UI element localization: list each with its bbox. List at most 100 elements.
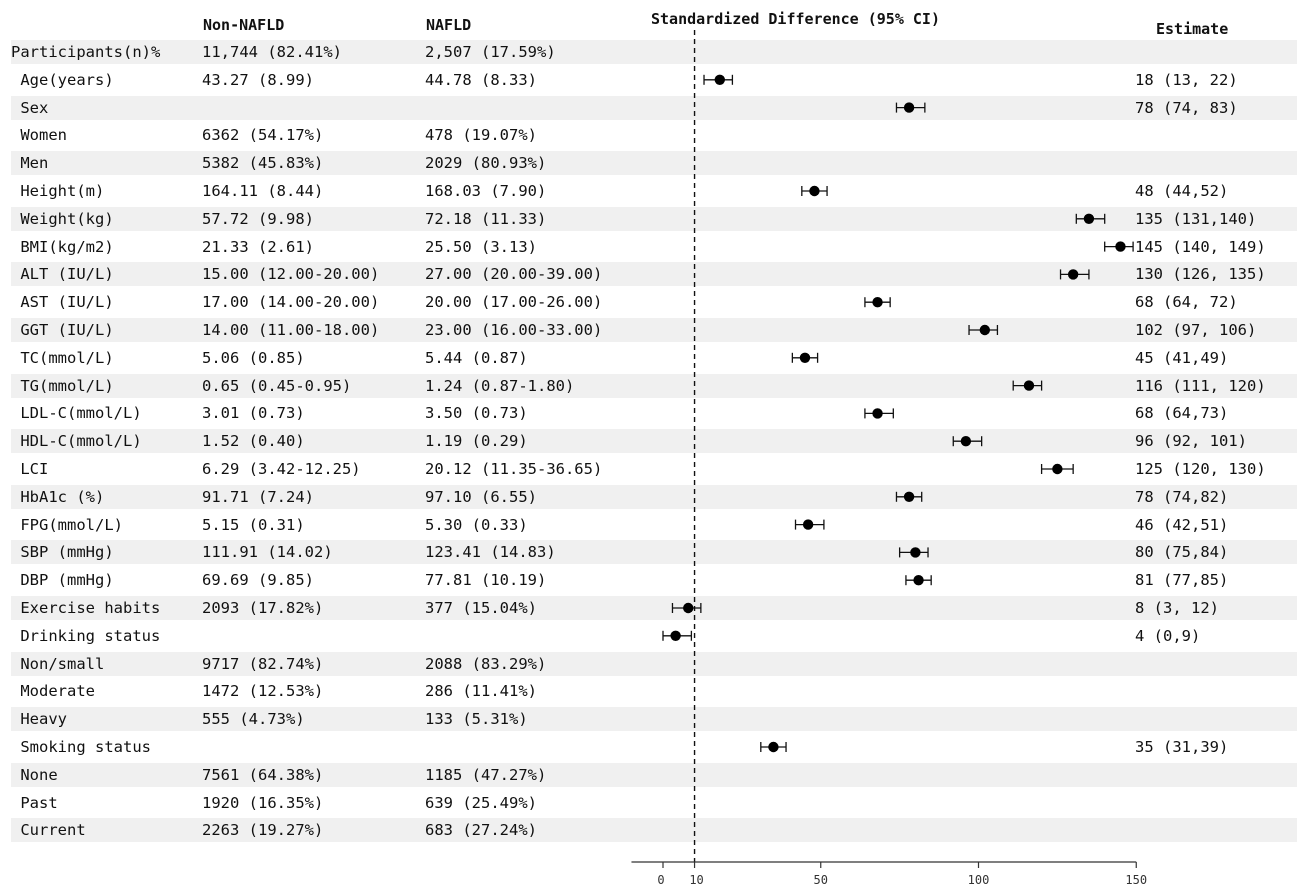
header-nafld: NAFLD xyxy=(426,16,472,34)
row-nafld-value: 20.12 (11.35-36.65) xyxy=(425,460,603,478)
x-axis-tick-label: 50 xyxy=(814,873,828,887)
row-label: LDL-C(mmol/L) xyxy=(11,404,142,423)
row-estimate-value: 80 (75,84) xyxy=(1135,543,1229,562)
row-estimate-value: 46 (42,51) xyxy=(1135,515,1229,534)
row-nafld-value: 478 (19.07%) xyxy=(425,126,537,145)
row-nafld-value: 72.18 (11.33) xyxy=(425,209,547,228)
estimate-point xyxy=(1083,213,1095,224)
table-row: Men 5382 (45.83%) 2029 (80.93%) xyxy=(11,151,1297,176)
table-row: Exercise habits 2093 (17.82%) 377 (15.04%)… xyxy=(11,596,1297,620)
table-row: Sex 78 (74, 83) xyxy=(11,95,1297,120)
row-estimate-value: 35 (31,39) xyxy=(1135,738,1229,756)
row-non-nafld-value: 5382 (45.83%) xyxy=(202,154,324,173)
estimate-point xyxy=(670,630,681,641)
table-row: FPG(mmol/L) 5.15 (0.31) 5.30 (0.33) 46 (42,… xyxy=(11,513,1297,537)
row-label: Height(m) xyxy=(11,182,105,200)
row-nafld-value: 377 (15.04%) xyxy=(425,599,537,617)
row-label: SBP (mmHg) xyxy=(11,543,114,562)
row-nafld-value: 168.03 (7.90) xyxy=(425,182,547,200)
row-estimate-value: 125 (120, 130) xyxy=(1135,460,1266,478)
row-nafld-value: 683 (27.24%) xyxy=(425,821,537,840)
row-label: Past xyxy=(11,793,58,812)
row-non-nafld-value: 6.29 (3.42-12.25) xyxy=(202,460,361,478)
row-nafld-value: 2029 (80.93%) xyxy=(425,154,547,173)
chart-title: Standardized Difference (95% CI) xyxy=(651,10,940,28)
row-nafld-value: 2088 (83.29%) xyxy=(425,654,547,673)
estimate-point xyxy=(903,102,915,113)
row-label: Women xyxy=(11,126,67,145)
row-estimate-value: 135 (131,140) xyxy=(1135,209,1257,228)
header-estimate: Estimate xyxy=(1156,20,1229,38)
row-non-nafld-value: 69.69 (9.85) xyxy=(202,571,314,590)
row-non-nafld-value: 17.00 (14.00-20.00) xyxy=(202,293,380,312)
row-label: Exercise habits xyxy=(11,599,161,617)
row-non-nafld-value: 555 (4.73%) xyxy=(202,710,305,729)
row-label: ALT (IU/L) xyxy=(11,265,114,284)
row-label: TC(mmol/L) xyxy=(11,348,114,367)
table-row: None 7561 (64.38%) 1185 (47.27%) xyxy=(11,762,1297,787)
estimate-point xyxy=(809,185,820,197)
row-label: AST (IU/L) xyxy=(11,293,114,312)
estimate-point xyxy=(1023,380,1035,391)
row-nafld-value: 639 (25.49%) xyxy=(425,793,537,812)
table-row: DBP (mmHg) 69.69 (9.85) 77.81 (10.19) 81 (7… xyxy=(11,568,1297,592)
row-label: Non/small xyxy=(11,654,105,673)
row-non-nafld-value: 5.15 (0.31) xyxy=(202,515,305,534)
table-row: Age(years) 43.27 (8.99) 44.78 (8.33) 18 (13… xyxy=(11,68,1297,92)
table-row: BMI(kg/m2) 21.33 (2.61) 25.50 (3.13) 145 (1… xyxy=(11,235,1297,259)
row-estimate-value: 130 (126, 135) xyxy=(1135,265,1266,284)
row-estimate-value: 4 (0,9) xyxy=(1135,626,1201,645)
table-row: LCI 6.29 (3.42-12.25) 20.12 (11.35-36.65) 1… xyxy=(11,457,1297,481)
estimate-point xyxy=(1052,463,1063,475)
row-non-nafld-value: 57.72 (9.98) xyxy=(202,209,314,228)
row-label: FPG(mmol/L) xyxy=(11,515,123,534)
row-nafld-value: 97.10 (6.55) xyxy=(425,487,537,506)
row-label: TG(mmol/L) xyxy=(11,376,114,395)
row-label: Participants(n)% xyxy=(11,43,161,61)
row-estimate-value: 102 (97, 106) xyxy=(1135,321,1257,339)
table-row: SBP (mmHg) 111.91 (14.02) 123.41 (14.83) 80… xyxy=(11,540,1297,565)
row-non-nafld-value: 5.06 (0.85) xyxy=(202,348,305,367)
row-label: LCI xyxy=(11,460,49,478)
table-row: Past 1920 (16.35%) 639 (25.49%) xyxy=(11,791,1297,815)
row-nafld-value: 23.00 (16.00-33.00) xyxy=(425,321,603,339)
estimate-point xyxy=(768,741,779,753)
row-label: GGT (IU/L) xyxy=(11,321,114,339)
row-nafld-value: 1.24 (0.87-1.80) xyxy=(425,376,575,395)
row-non-nafld-value: 14.00 (11.00-18.00) xyxy=(202,321,380,339)
row-nafld-value: 25.50 (3.13) xyxy=(425,237,537,256)
row-label: BMI(kg/m2) xyxy=(11,237,114,256)
table-row: GGT (IU/L) 14.00 (11.00-18.00) 23.00 (16.0… xyxy=(11,318,1297,342)
row-estimate-value: 18 (13, 22) xyxy=(1135,70,1238,89)
row-non-nafld-value: 91.71 (7.24) xyxy=(202,487,314,506)
row-label: Heavy xyxy=(11,710,67,729)
row-label: HDL-C(mmol/L) xyxy=(11,432,142,451)
estimate-point xyxy=(872,297,883,308)
row-label: Sex xyxy=(11,98,49,117)
estimate-point xyxy=(872,408,883,419)
table-row: Moderate 1472 (12.53%) 286 (11.41%) xyxy=(11,679,1297,703)
table-row: TC(mmol/L) 5.06 (0.85) 5.44 (0.87) 45 (41,4… xyxy=(11,346,1297,370)
row-nafld-value: 1.19 (0.29) xyxy=(425,432,528,451)
header-non-nafld: Non-NAFLD xyxy=(203,16,285,34)
row-label: None xyxy=(11,765,58,784)
estimate-point xyxy=(799,352,811,363)
table-row: TG(mmol/L) 0.65 (0.45-0.95) 1.24 (0.87-1.8… xyxy=(11,373,1297,398)
row-label: Men xyxy=(11,154,49,173)
row-label: Weight(kg) xyxy=(11,209,114,228)
row-estimate-value: 78 (74,82) xyxy=(1135,487,1229,506)
estimate-point xyxy=(714,74,725,86)
row-estimate-value: 96 (92, 101) xyxy=(1135,432,1247,451)
x-axis-tick-label: 0 xyxy=(657,873,664,887)
row-label: Moderate xyxy=(11,682,95,701)
table-row: Heavy 555 (4.73%) 133 (5.31%) xyxy=(11,707,1297,732)
row-estimate-value: 68 (64, 72) xyxy=(1135,293,1238,312)
table-row: HDL-C(mmol/L) 1.52 (0.40) 1.19 (0.29) 96 (9… xyxy=(11,429,1297,454)
estimate-point xyxy=(960,436,972,447)
row-non-nafld-value: 111.91 (14.02) xyxy=(202,543,333,562)
table-row: HbA1c (%) 91.71 (7.24) 97.10 (6.55) 78 (74,… xyxy=(11,484,1297,509)
row-non-nafld-value: 1472 (12.53%) xyxy=(202,682,324,701)
estimate-point xyxy=(903,491,915,502)
